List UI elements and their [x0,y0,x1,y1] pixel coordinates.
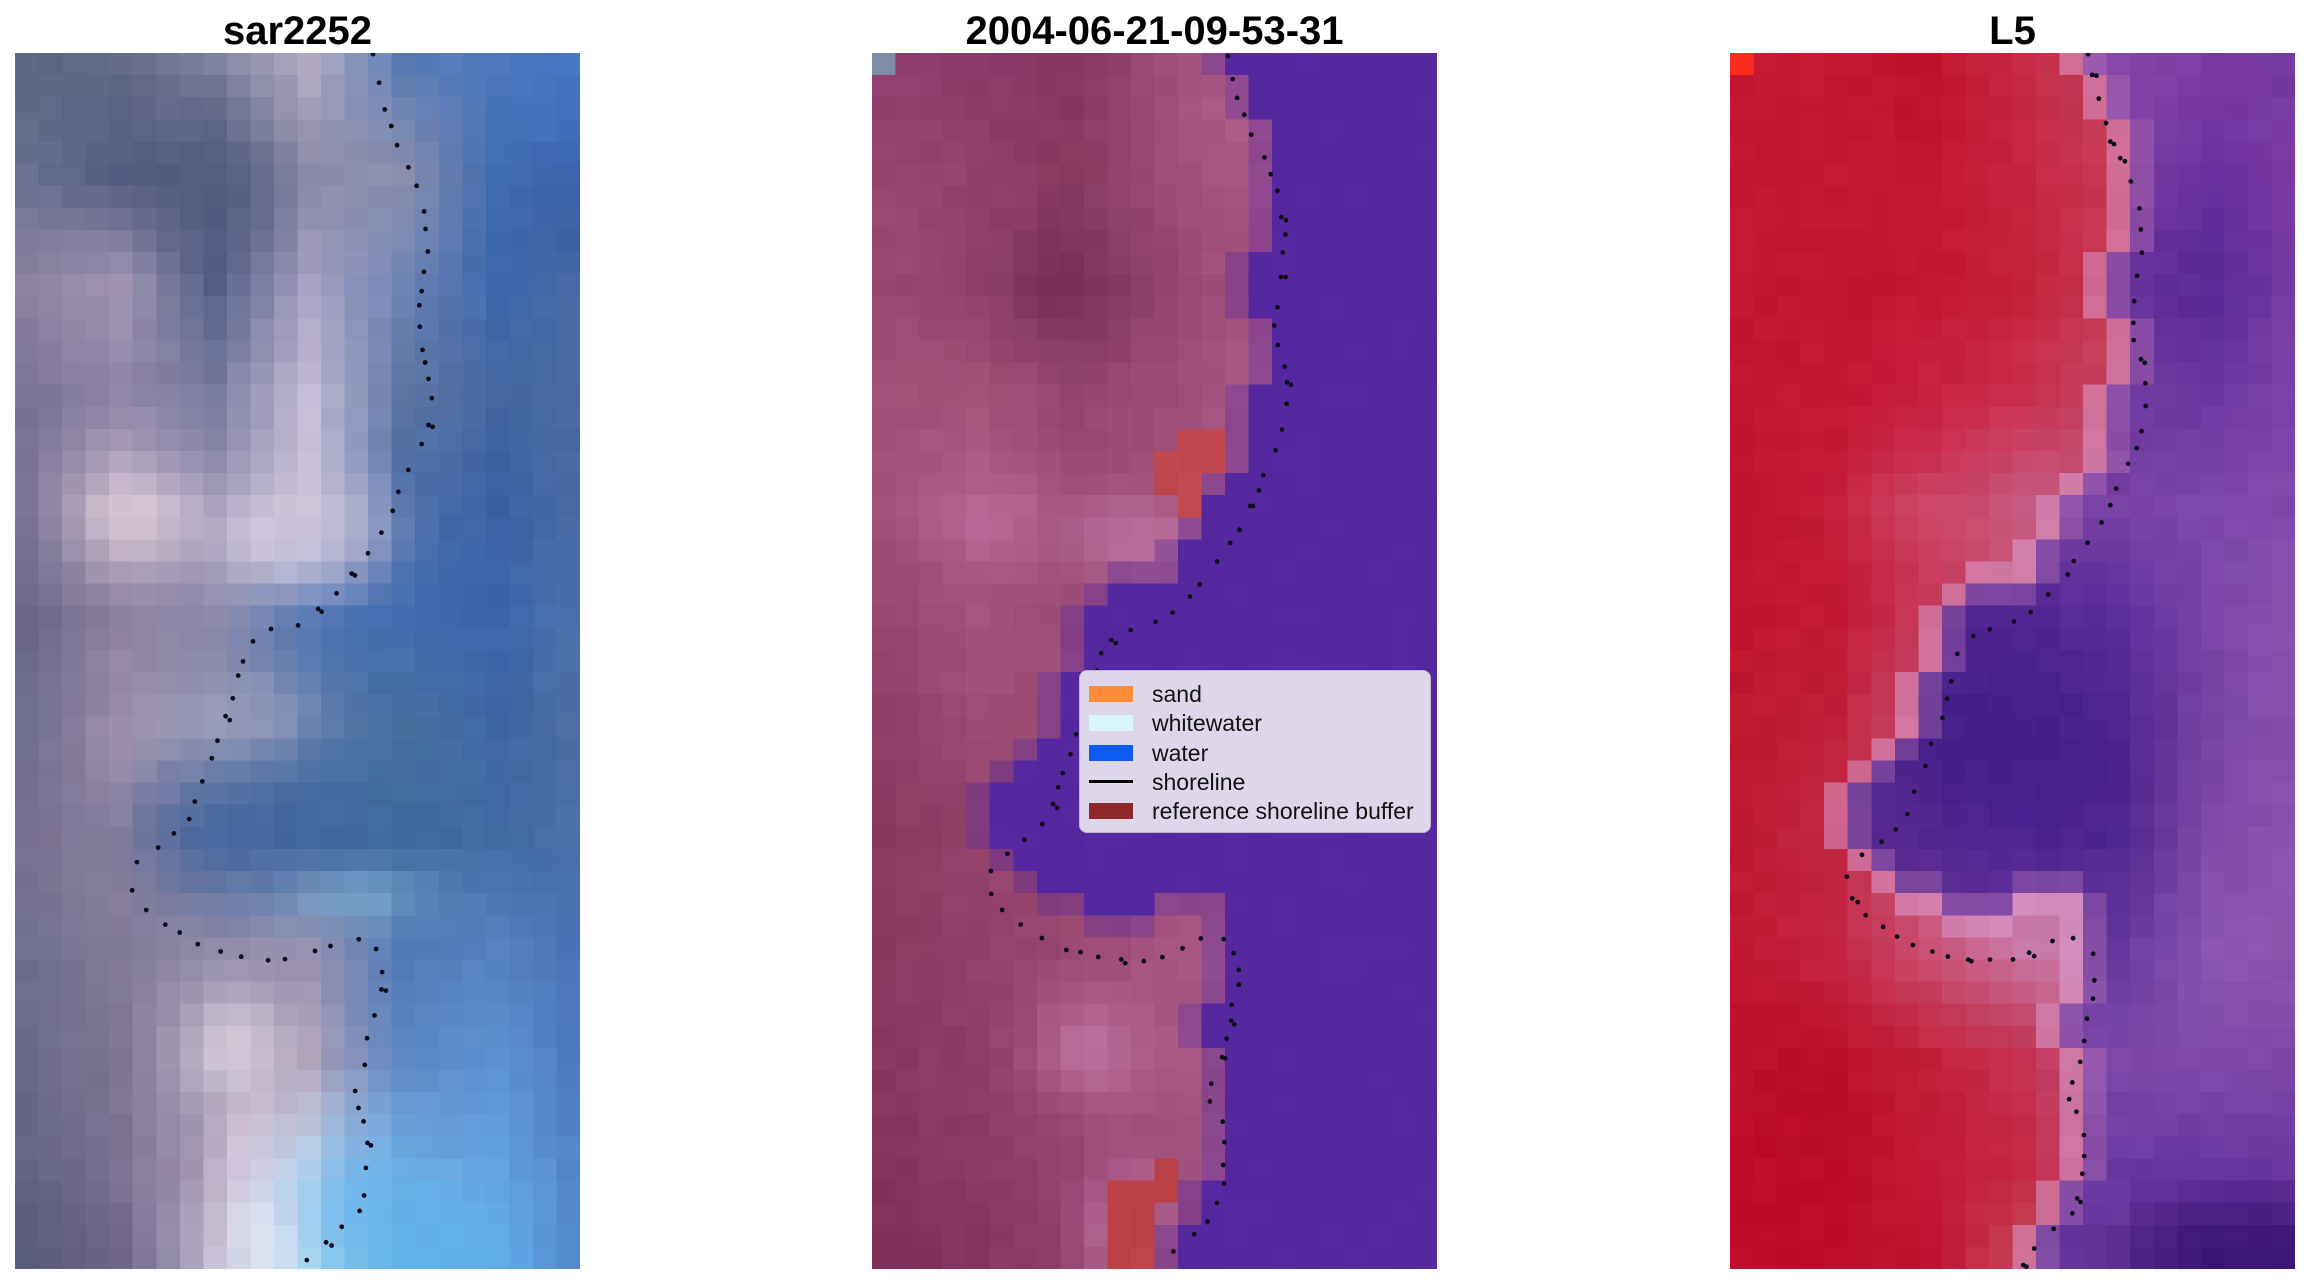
legend: sand whitewater water shoreline reference sh… [1079,670,1431,833]
legend-label: reference shoreline buffer [1152,798,1414,824]
panel-title-sar: sar2252 [222,9,373,53]
legend-entry-water: water [1089,740,1418,766]
legend-swatch-patch-4 [1089,803,1133,819]
legend-swatch-patch-1 [1089,715,1133,732]
panel-class-raster [872,53,1437,1269]
panel-title-l5: L5 [1989,9,2036,53]
panel-l5-image [1730,53,2295,1269]
legend-label: shoreline [1152,768,1246,795]
legend-label: sand [1152,681,1202,707]
panel-title-class: 2004-06-21-09-53-31 [965,9,1344,53]
legend-entry-sand: sand [1089,681,1418,707]
legend-entry-whitewater: whitewater [1089,710,1418,736]
legend-swatch-patch-0 [1089,686,1133,702]
panel-sar-raster [15,53,580,1269]
legend-entry-shoreline: shoreline [1089,769,1418,795]
panel-class-image: sand whitewater water shoreline reference sh… [872,53,1437,1269]
legend-label: water [1152,739,1209,766]
shoreline-dots [1844,53,2149,1269]
shoreline-dots [129,53,435,1263]
legend-swatch-line-3 [1089,780,1133,784]
panel-sar-image [15,53,580,1269]
legend-entry-reference-shoreline-buffer: reference shoreline buffer [1089,798,1418,824]
legend-label: whitewater [1152,710,1262,737]
panel-l5-raster [1730,53,2295,1269]
legend-swatch-patch-2 [1089,744,1133,761]
